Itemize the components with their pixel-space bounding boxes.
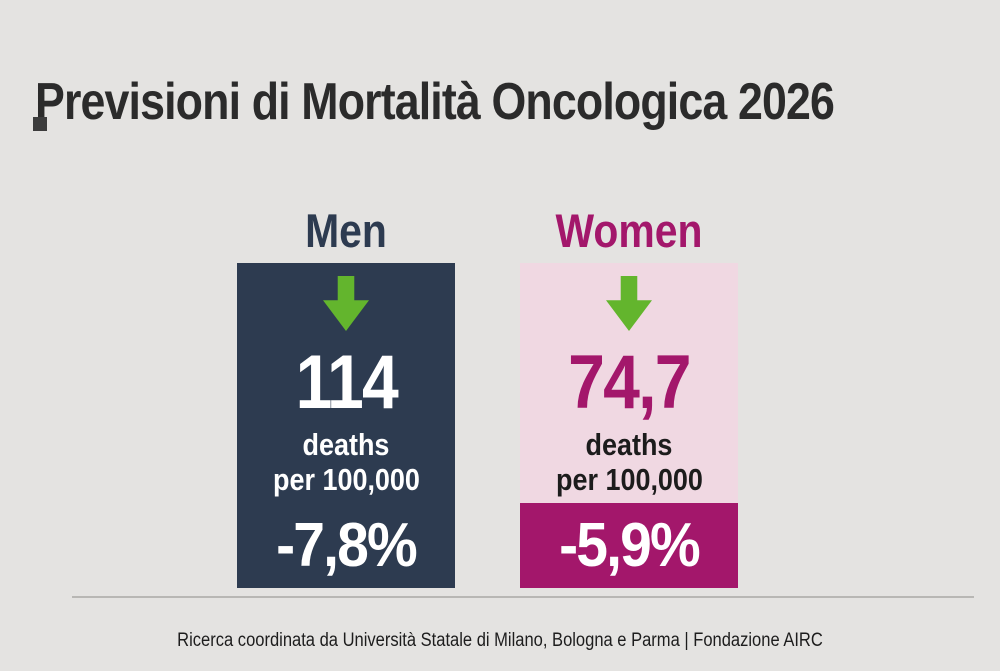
men-percent-change: -7,8% (276, 511, 418, 580)
men-change-band: -7,8% (237, 503, 455, 588)
men-card: 114 deaths per 100,000 -7,8% (237, 263, 455, 588)
men-heading: Men (305, 204, 387, 257)
women-unit-line2: per 100,000 (555, 462, 703, 498)
men-unit-line1: deaths (302, 427, 390, 462)
men-deaths-value: 114 (295, 340, 398, 425)
women-percent-change: -5,9% (559, 511, 701, 580)
decrease-down-arrow-icon (323, 276, 369, 331)
separator-line (72, 596, 974, 598)
women-deaths-value: 74,7 (568, 340, 691, 425)
women-unit-line1: deaths (585, 427, 673, 462)
page-title: Previsioni di Mortalità Oncologica 2026 (35, 73, 835, 131)
women-change-band: -5,9% (520, 503, 738, 588)
compression-artifact (33, 117, 47, 131)
women-heading: Women (555, 204, 703, 257)
source-credit: Ricerca coordinata da Università Statale… (177, 630, 823, 651)
women-card: 74,7 deaths per 100,000 -5,9% (520, 263, 738, 588)
men-unit-line2: per 100,000 (272, 462, 420, 498)
decrease-down-arrow-icon (606, 276, 652, 331)
